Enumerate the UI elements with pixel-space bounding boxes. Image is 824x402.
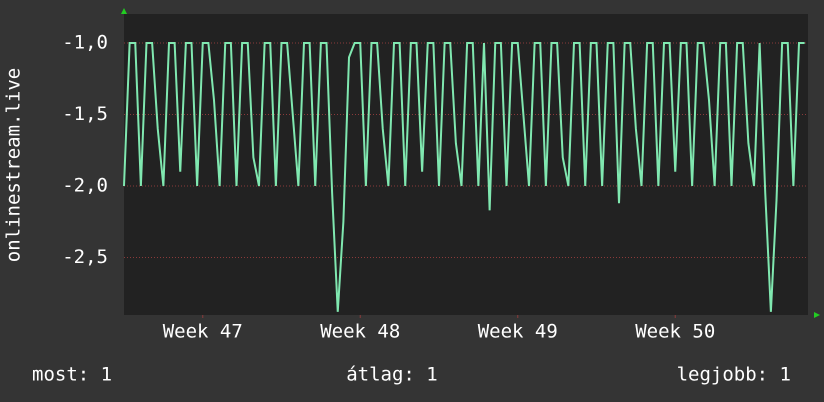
stat-current: most: 1 bbox=[32, 364, 112, 386]
stat-best: legjobb: 1 bbox=[677, 364, 791, 386]
x-tick-label: Week 50 bbox=[635, 321, 715, 343]
y-tick-label: -1,0 bbox=[62, 32, 108, 54]
x-tick-label: Week 47 bbox=[163, 321, 243, 343]
y-tick-label: -1,5 bbox=[62, 103, 108, 125]
y-tick-label: -2,5 bbox=[62, 246, 108, 268]
x-axis-arrow bbox=[814, 312, 820, 318]
y-axis-label: onlinestream.live bbox=[3, 68, 25, 262]
y-tick-label: -2,0 bbox=[62, 175, 108, 197]
x-tick-label: Week 49 bbox=[478, 321, 558, 343]
y-axis-arrow bbox=[121, 8, 127, 14]
stat-average: átlag: 1 bbox=[346, 364, 438, 386]
x-tick-label: Week 48 bbox=[320, 321, 400, 343]
series-line bbox=[123, 42, 805, 312]
